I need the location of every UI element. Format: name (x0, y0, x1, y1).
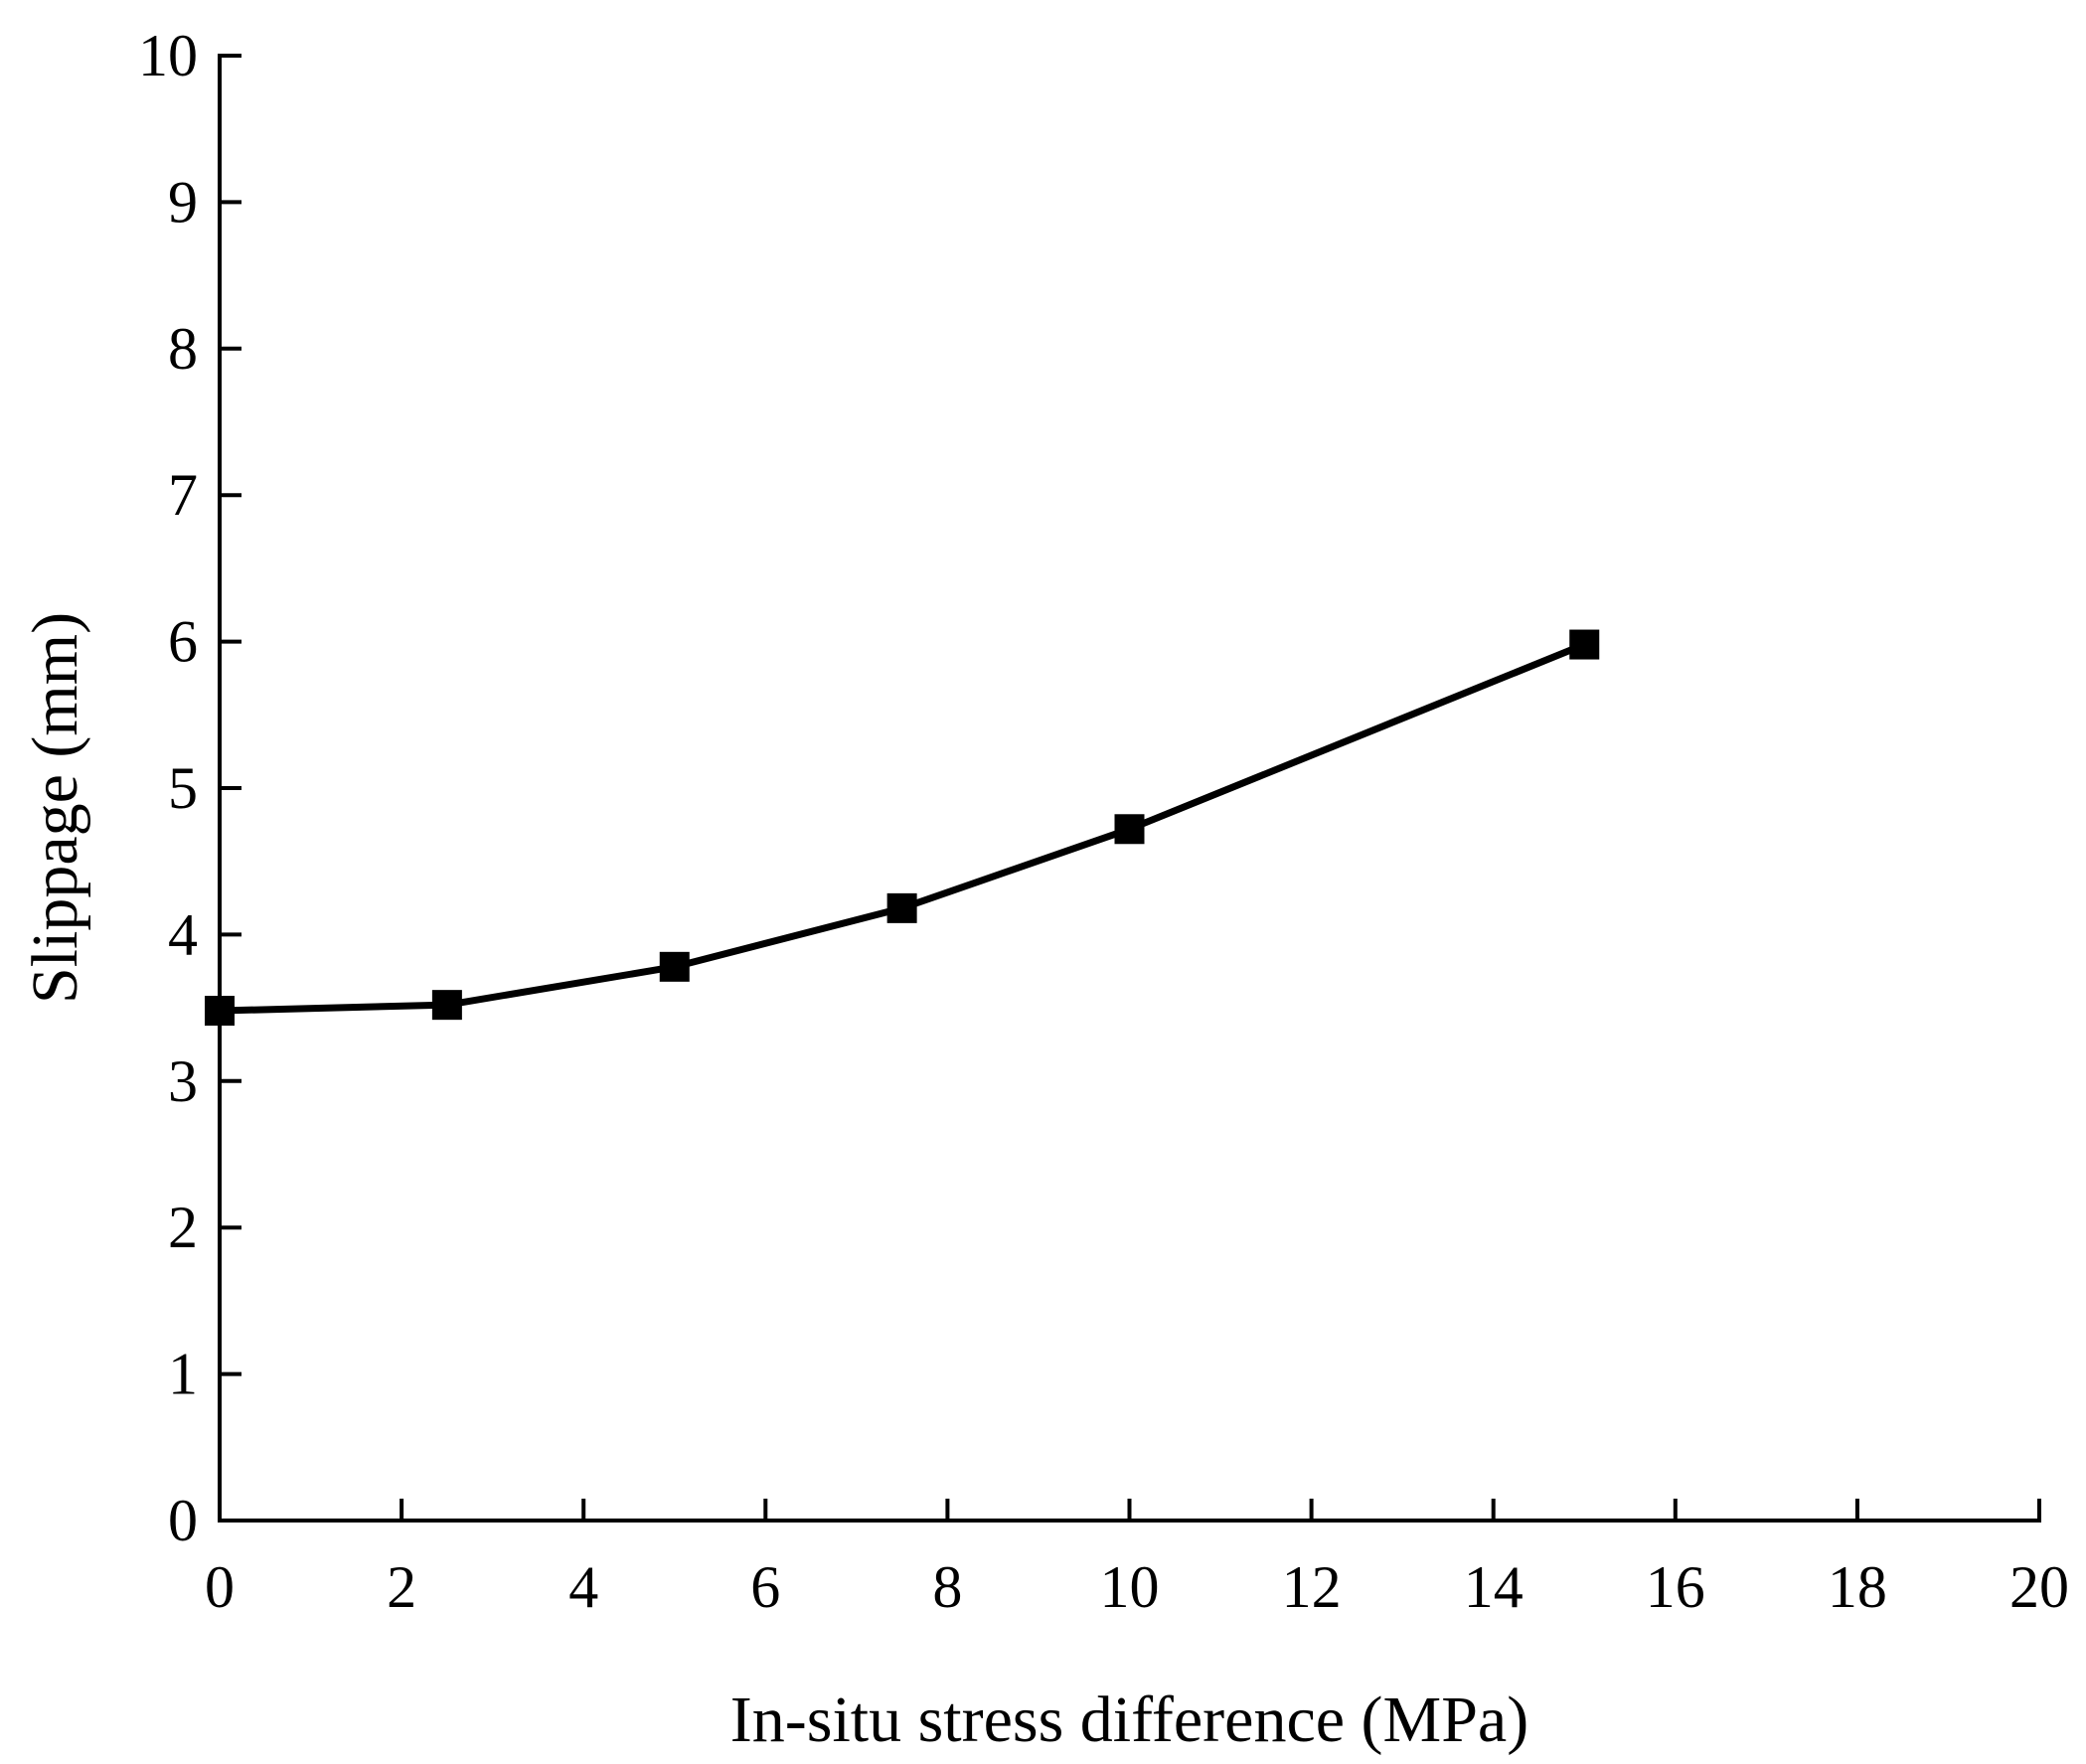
x-tick-label: 20 (2009, 1554, 2069, 1620)
x-tick-label: 14 (1464, 1554, 1524, 1620)
y-tick-label: 7 (168, 462, 198, 528)
y-tick-label: 10 (138, 23, 198, 88)
x-tick-label: 18 (1828, 1554, 1887, 1620)
y-tick-label: 8 (168, 316, 198, 382)
x-tick-label: 8 (932, 1554, 962, 1620)
x-tick-label: 2 (387, 1554, 416, 1620)
series-line (219, 641, 1586, 1015)
x-axis-title: In-situ stress difference (MPa) (730, 1684, 1528, 1756)
x-tick-label: 12 (1282, 1554, 1342, 1620)
y-tick-label: 0 (168, 1488, 198, 1553)
data-point-marker (431, 990, 462, 1021)
data-point-marker (886, 892, 917, 923)
series-layer (205, 629, 1600, 1027)
y-tick-label: 6 (168, 609, 198, 675)
data-point-marker (659, 951, 690, 982)
y-tick-label: 3 (168, 1048, 198, 1114)
x-tick-label: 10 (1100, 1554, 1160, 1620)
x-tick-label: 6 (750, 1554, 780, 1620)
y-tick-label: 1 (168, 1342, 198, 1407)
x-tick-label: 4 (568, 1554, 598, 1620)
y-axis-title: Slippage (mm) (19, 612, 91, 1004)
y-tick-label: 5 (168, 755, 198, 821)
data-point-marker (1569, 629, 1600, 660)
x-tick-label: 16 (1646, 1554, 1705, 1620)
data-point-marker (205, 996, 235, 1027)
y-tick-label: 9 (168, 169, 198, 235)
data-point-marker (1114, 814, 1145, 845)
x-tick-label: 0 (205, 1554, 235, 1620)
y-tick-label: 4 (168, 901, 198, 967)
y-tick-label: 2 (168, 1195, 198, 1260)
